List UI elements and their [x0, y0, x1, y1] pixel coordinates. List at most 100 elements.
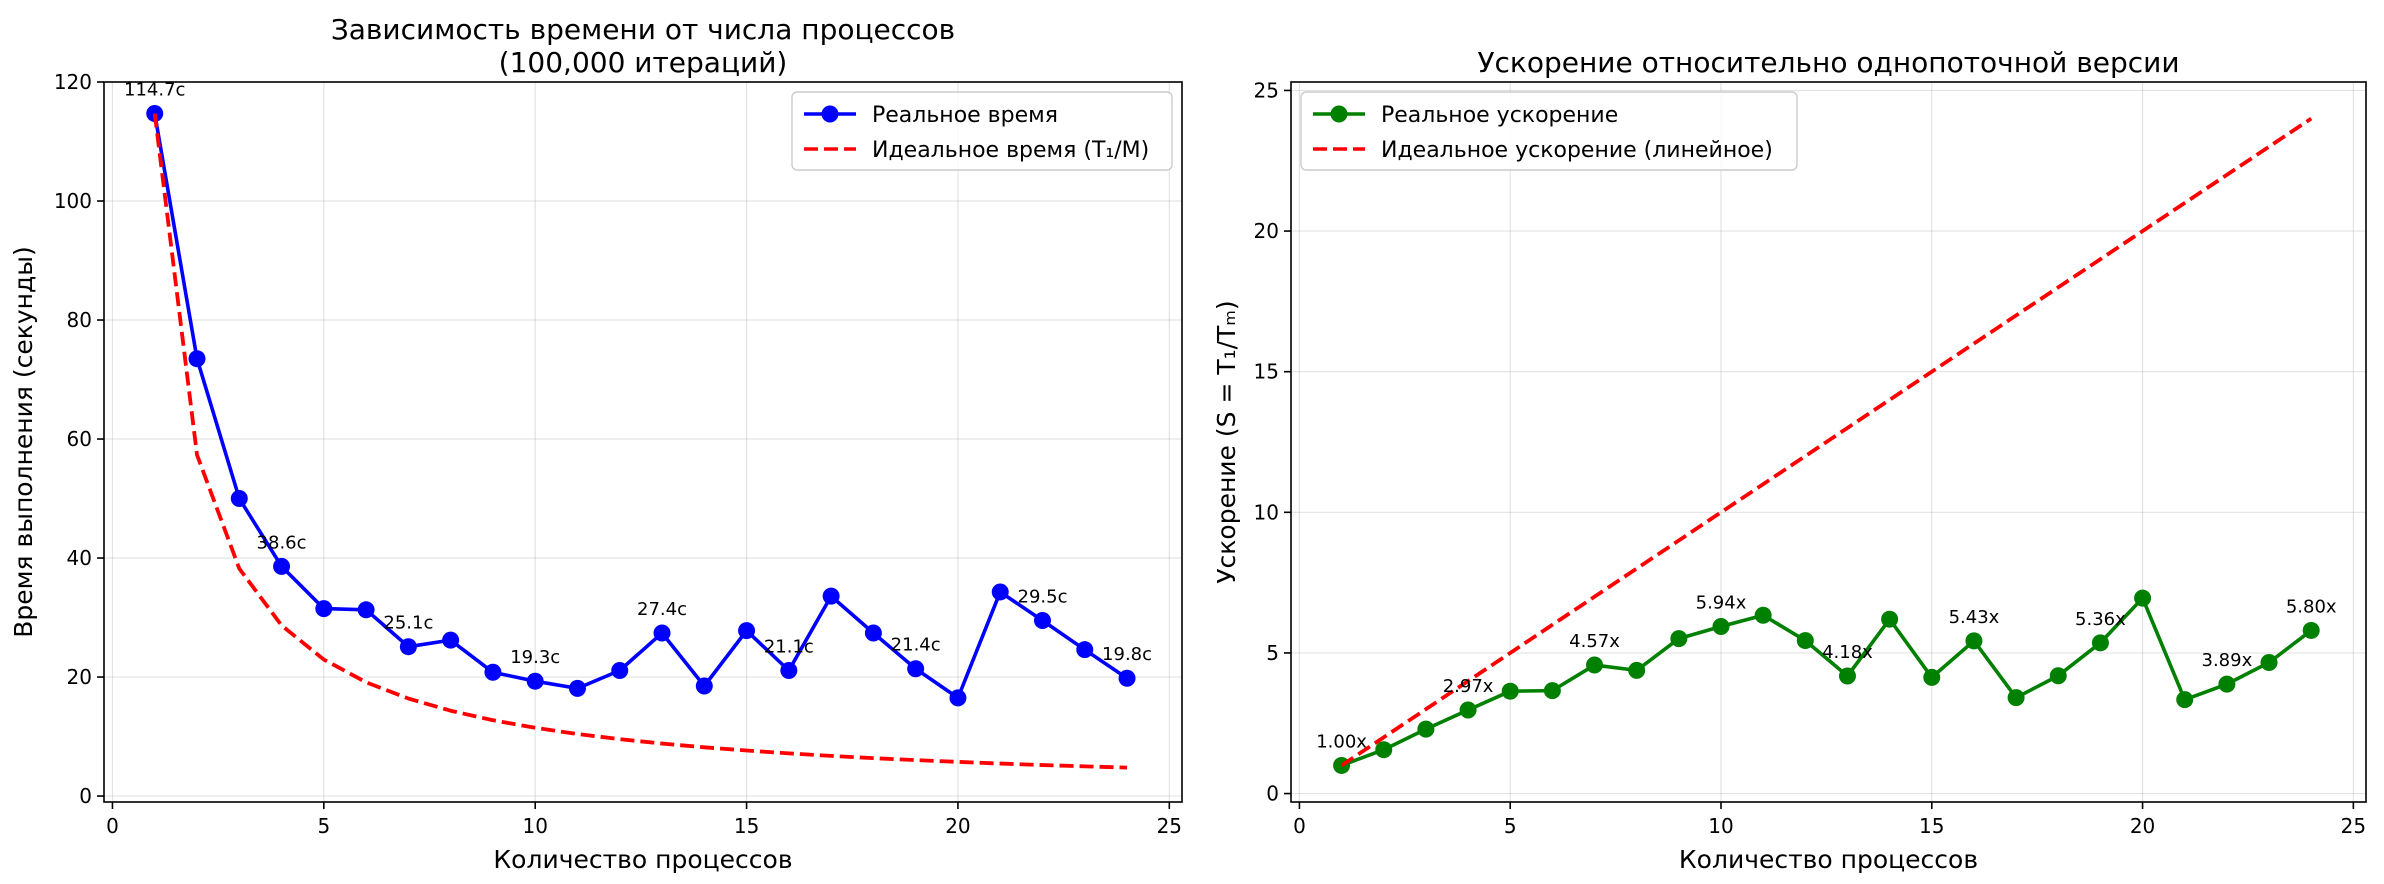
data-label: 38.6с [257, 532, 307, 553]
data-point [864, 624, 882, 642]
data-point [2260, 654, 2278, 671]
chart-title: Зависимость времени от числа процессов [331, 13, 955, 46]
data-point [738, 622, 756, 640]
x-tick-label: 15 [734, 814, 759, 838]
data-point [1375, 741, 1393, 759]
data-point [1543, 682, 1561, 700]
data-point [526, 672, 544, 690]
x-tick-label: 0 [1293, 814, 1306, 838]
legend-label: Реальное ускорение [1381, 103, 1618, 128]
data-point [146, 105, 164, 123]
series-line [152, 113, 1128, 770]
series-real [146, 105, 1136, 707]
data-label: 27.4с [637, 599, 687, 620]
data-point [1670, 630, 1688, 648]
data-point [1838, 667, 1856, 685]
data-point [1118, 669, 1136, 687]
y-axis-label: Ускорение (S = T₁/Tₘ) [1212, 300, 1241, 583]
y-tick-label: 0 [1266, 782, 1279, 806]
x-axis-label: Количество процессов [493, 845, 792, 874]
data-point [653, 624, 671, 642]
data-label: 5.36x [2075, 609, 2126, 630]
data-point [230, 490, 248, 508]
data-label: 1.00x [1316, 731, 1367, 752]
series-ideal [1340, 116, 2313, 768]
data-point [780, 661, 798, 679]
data-label: 25.1с [383, 613, 433, 634]
y-tick-label: 20 [67, 665, 92, 689]
y-tick-label: 60 [67, 427, 92, 451]
legend-label: Идеальное время (T₁/M) [872, 138, 1149, 163]
data-label: 5.94x [1696, 593, 1747, 614]
chart-title: Ускорение относительно однопоточной верс… [1477, 46, 2179, 79]
chart-title: (100,000 итераций) [499, 46, 788, 79]
data-point [568, 679, 586, 697]
data-point [1459, 701, 1477, 719]
y-axis-label: Время выполнения (секунды) [9, 246, 38, 638]
x-tick-label: 25 [1157, 814, 1182, 838]
data-point [611, 661, 629, 679]
y-tick-label: 80 [67, 308, 92, 332]
data-point [188, 350, 206, 368]
y-tick-label: 20 [1254, 219, 1279, 243]
chart-speedup: 0 5 10 15 20 25 0 5 10 15 20 25 1.00x 2.97x 4.57x 5.94x… [1212, 46, 2367, 874]
data-point [907, 660, 925, 678]
data-point [1796, 632, 1814, 650]
y-tick-label: 25 [1254, 78, 1279, 102]
y-tick-label: 5 [1266, 641, 1279, 665]
plot-area [146, 105, 1136, 770]
data-point [1754, 606, 1772, 624]
legend-marker [1330, 105, 1348, 123]
y-tick-label: 10 [1254, 500, 1279, 524]
data-point [2218, 675, 2236, 693]
data-point [1712, 618, 1730, 635]
legend-box [791, 91, 1173, 171]
legend-label: Идеальное ускорение (линейное) [1381, 138, 1773, 163]
data-point [1881, 610, 1899, 628]
data-point [315, 600, 333, 618]
x-tick-label: 20 [2130, 814, 2155, 838]
data-label: 4.18x [1822, 642, 1873, 663]
x-tick-label: 15 [1919, 814, 1944, 838]
data-label: 29.5с [1018, 587, 1068, 608]
data-point [2134, 589, 2152, 607]
data-label: 5.43x [1949, 607, 2000, 628]
y-tick-label: 15 [1254, 360, 1279, 384]
legend: Реальное время Идеальное время (T₁/M) [791, 91, 1173, 171]
data-point [2091, 634, 2109, 652]
data-point [695, 677, 713, 695]
data-point [1628, 661, 1646, 679]
legend: Реальное ускорение Идеальное ускорение (л… [1300, 91, 1798, 171]
data-point [1923, 668, 1941, 686]
y-tick-label: 40 [67, 546, 92, 570]
y-tick-label: 0 [79, 784, 92, 808]
chart-execution-time: 0 5 10 15 20 25 0 20 40 60 80 100 120 114.7с 38.6с 25.1… [9, 13, 1183, 874]
data-point [399, 638, 417, 656]
axes-frame [1290, 81, 2367, 803]
data-label: 5.80x [2286, 596, 2337, 617]
y-tick-label: 120 [54, 70, 92, 94]
data-point [949, 689, 967, 707]
x-tick-label: 5 [1504, 814, 1517, 838]
data-point [1076, 641, 1094, 659]
data-label: 2.97x [1443, 676, 1494, 697]
data-point [2049, 667, 2067, 685]
data-point [1586, 656, 1604, 674]
x-tick-label: 10 [1708, 814, 1733, 838]
data-point [1033, 612, 1051, 630]
data-point [822, 587, 840, 605]
data-point [2007, 689, 2025, 707]
data-point [484, 663, 502, 681]
legend-marker [821, 105, 839, 123]
data-label: 21.4с [891, 635, 941, 656]
x-tick-label: 25 [2341, 814, 2366, 838]
data-point [2176, 691, 2194, 709]
data-label: 19.8с [1102, 644, 1152, 665]
x-axis-label: Количество процессов [1679, 845, 1978, 874]
x-tick-label: 20 [945, 814, 970, 838]
data-point [1417, 720, 1435, 738]
data-label: 4.57x [1569, 631, 1620, 652]
legend-box [1300, 91, 1798, 171]
x-tick-label: 5 [317, 814, 330, 838]
